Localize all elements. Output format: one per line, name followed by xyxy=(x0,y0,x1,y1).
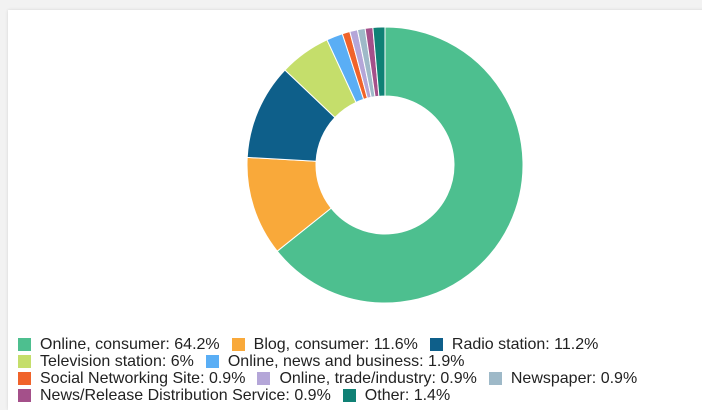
legend-swatch xyxy=(342,389,356,402)
legend-label: Online, trade/industry: 0.9% xyxy=(279,370,477,387)
legend-item[interactable]: Other: 1.4% xyxy=(342,387,451,404)
legend-label: News/Release Distribution Service: 0.9% xyxy=(40,387,331,404)
legend-label: Other: 1.4% xyxy=(364,387,451,404)
legend-swatch xyxy=(429,338,443,351)
legend-item[interactable]: News/Release Distribution Service: 0.9% xyxy=(18,387,331,404)
legend-swatch xyxy=(205,355,219,368)
legend-swatch xyxy=(231,338,245,351)
legend-swatch xyxy=(18,338,31,351)
legend-label: Social Networking Site: 0.9% xyxy=(40,370,246,387)
legend-item[interactable]: Social Networking Site: 0.9% xyxy=(18,370,245,387)
legend-label: Radio station: 11.2% xyxy=(451,336,599,353)
donut-slice-10[interactable] xyxy=(372,26,386,97)
chart-card: Online, consumer: 64.2% Blog, consumer: 1… xyxy=(8,10,702,410)
legend-item[interactable]: Radio station: 11.2% xyxy=(429,336,599,353)
legend-row-4: News/Release Distribution Service: 0.9% O… xyxy=(18,387,702,404)
legend-item[interactable]: Online, consumer: 64.2% xyxy=(18,336,220,353)
legend-label: Television station: 6% xyxy=(40,353,194,370)
legend-label: Online, consumer: 64.2% xyxy=(40,336,220,353)
legend-row-1: Online, consumer: 64.2% Blog, consumer: 1… xyxy=(18,336,702,353)
legend-swatch xyxy=(257,372,271,385)
chart-legend: Online, consumer: 64.2% Blog, consumer: 1… xyxy=(18,336,702,404)
legend-row-3: Social Networking Site: 0.9% Online, trad… xyxy=(18,370,702,387)
legend-item[interactable]: Blog, consumer: 11.6% xyxy=(231,336,418,353)
legend-row-2: Television station: 6% Online, news and b… xyxy=(18,353,702,370)
legend-item[interactable]: Online, news and business: 1.9% xyxy=(205,353,465,370)
legend-item[interactable]: Online, trade/industry: 0.9% xyxy=(257,370,477,387)
legend-swatch xyxy=(18,389,31,402)
donut-chart xyxy=(246,26,524,304)
legend-swatch xyxy=(18,372,31,385)
legend-swatch xyxy=(488,372,502,385)
legend-label: Newspaper: 0.9% xyxy=(510,370,638,387)
legend-item[interactable]: Television station: 6% xyxy=(18,353,194,370)
legend-item[interactable]: Newspaper: 0.9% xyxy=(488,370,638,387)
legend-label: Blog, consumer: 11.6% xyxy=(253,336,418,353)
legend-label: Online, news and business: 1.9% xyxy=(227,353,465,370)
legend-swatch xyxy=(18,355,31,368)
donut-slice-1[interactable] xyxy=(276,26,524,304)
